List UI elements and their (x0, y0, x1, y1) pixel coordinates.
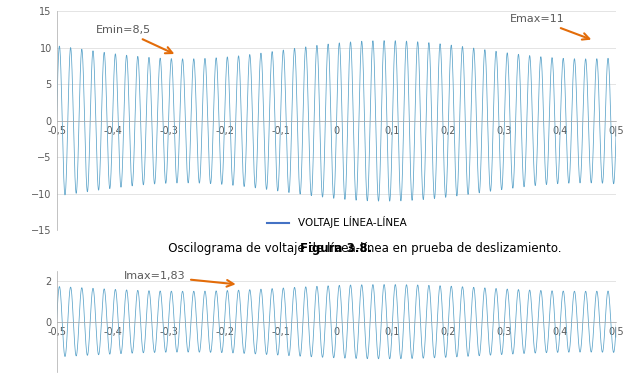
Text: Figura 3.8.: Figura 3.8. (301, 242, 372, 255)
Text: Emax=11: Emax=11 (510, 14, 589, 40)
Text: Oscilograma de voltaje de línea-línea en prueba de deslizamiento.: Oscilograma de voltaje de línea-línea en… (112, 242, 561, 255)
Text: Emin=8,5: Emin=8,5 (96, 25, 172, 53)
Legend: VOLTAJE LÍNEA-LÍNEA: VOLTAJE LÍNEA-LÍNEA (262, 212, 411, 233)
Text: Imax=1,83: Imax=1,83 (124, 271, 233, 287)
